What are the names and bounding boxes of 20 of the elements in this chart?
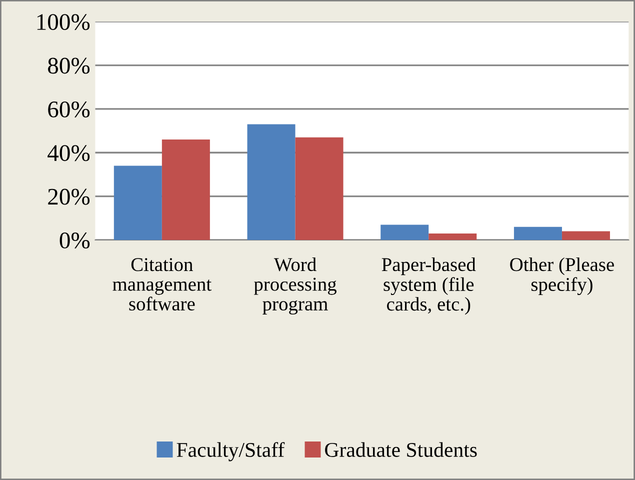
x-tick-label: Citation management software	[112, 258, 212, 311]
y-tick-label: 20%	[48, 188, 90, 205]
y-tick-label: 60%	[48, 101, 90, 118]
legend-label: Faculty/Staff	[176, 442, 285, 462]
bar	[562, 231, 610, 240]
y-tick-label: 0%	[60, 232, 90, 248]
y-tick-label: 100%	[37, 14, 90, 30]
legend-label: Graduate Students	[325, 442, 477, 457]
bar	[247, 124, 296, 240]
bar	[114, 166, 162, 240]
x-tick-label: Other (Please specify)	[510, 257, 614, 296]
x-tick-label: Paper-based system (file cards, etc.)	[382, 257, 476, 315]
bar	[295, 137, 344, 240]
bar	[380, 224, 429, 240]
y-tick-label: 40%	[48, 145, 90, 162]
y-tick-label: 80%	[48, 58, 90, 74]
bar	[514, 226, 562, 240]
bar	[428, 233, 477, 240]
bar	[162, 140, 210, 240]
x-tick-label: Word processing program	[254, 257, 336, 315]
